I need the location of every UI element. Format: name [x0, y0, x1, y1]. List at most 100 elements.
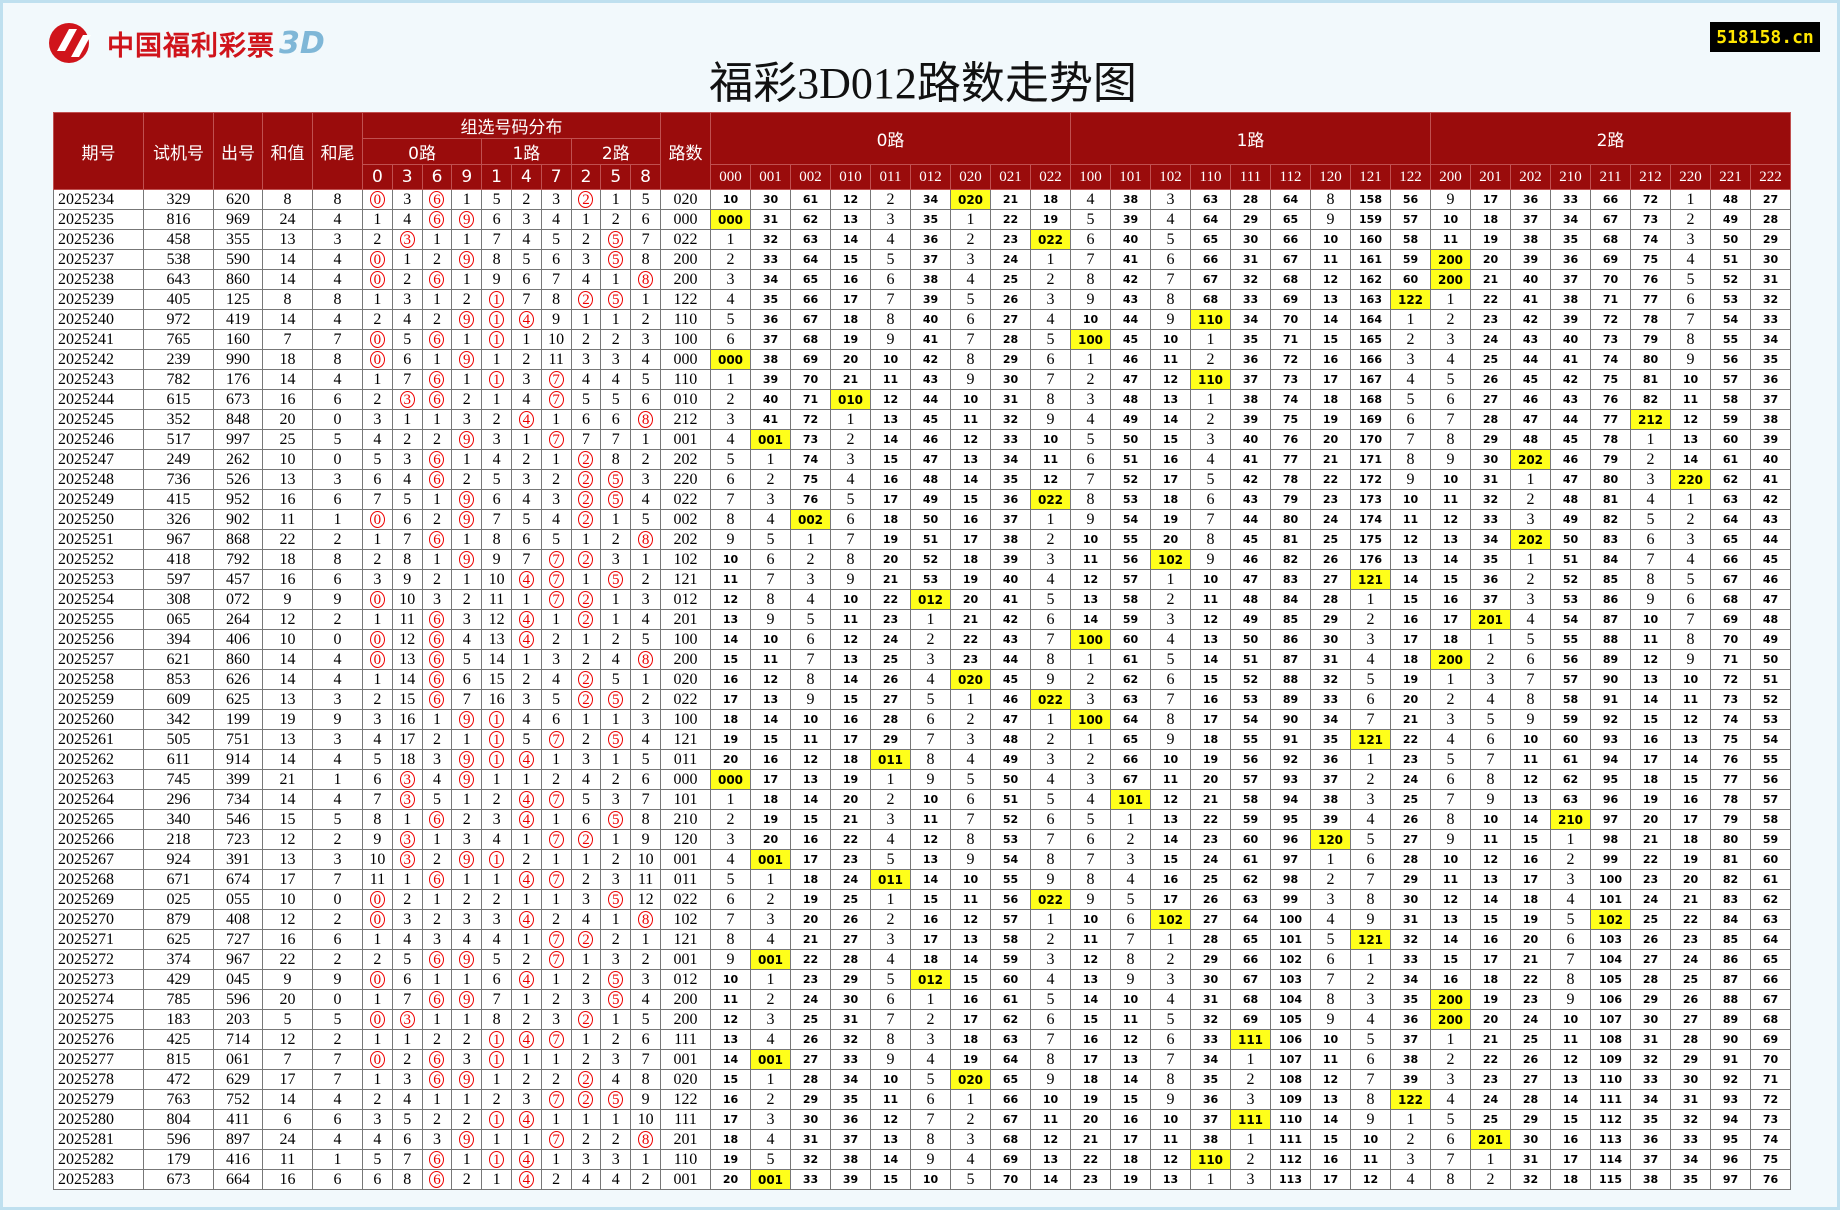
issue: 2025256: [53, 629, 144, 650]
route-miss: 20: [830, 349, 871, 370]
miss-count: 4: [481, 829, 512, 850]
code-header: 011: [870, 164, 911, 190]
route-miss: 64: [1750, 929, 1791, 950]
hit-digit: 7: [548, 1090, 564, 1108]
route-miss: 52: [990, 809, 1031, 830]
route-miss: 2: [1430, 309, 1471, 330]
hit-digit: 9: [459, 770, 475, 788]
route-miss: 23: [1630, 869, 1671, 890]
route-miss: 11: [1390, 509, 1431, 530]
route-hit: 000: [710, 209, 751, 230]
dist-cell: 6: [421, 1049, 453, 1070]
miss-count: 2: [481, 409, 512, 430]
miss-count: 6: [510, 269, 542, 290]
route-miss: 41: [1230, 449, 1271, 470]
route-miss: 57: [1710, 369, 1751, 390]
route-miss: 6: [910, 709, 951, 730]
route-miss: 25: [1310, 529, 1351, 550]
test-number: 785: [143, 989, 214, 1010]
route-miss: 2: [790, 549, 831, 570]
route-miss: 62: [1550, 769, 1591, 790]
table-row: 2025245 352 848 20 0 3 1 1 3 2 4 1 6 6 8 212 3 41 72 1 13 45 1…: [53, 409, 1791, 430]
dist-cell: 8: [630, 649, 661, 670]
route-miss: 8: [750, 589, 791, 610]
route-miss: 2: [1350, 969, 1391, 990]
miss-count: 2: [362, 949, 393, 970]
dist-cell: 0: [362, 349, 393, 370]
hit-digit: 2: [578, 930, 594, 948]
tail: 2: [312, 1029, 363, 1050]
hit-digit: 3: [399, 770, 415, 788]
route-miss: 10: [1350, 1129, 1391, 1150]
route-miss: 86: [1270, 629, 1311, 650]
miss-count: 1: [362, 1029, 393, 1050]
table-row: 2025267 924 391 13 3 10 3 2 9 1 2 1 1 2 10 001 4 001 17 23 5…: [53, 849, 1791, 870]
miss-count: 1: [510, 429, 542, 450]
miss-count: 1: [362, 289, 393, 310]
route-miss: 50: [1750, 649, 1791, 670]
test-number: 879: [143, 909, 214, 930]
miss-count: 4: [540, 209, 572, 230]
route-hit: 210: [1550, 809, 1591, 830]
route-miss: 15: [1150, 849, 1191, 870]
route-miss: 49: [1710, 209, 1751, 230]
table-row: 2025239 405 125 8 8 1 3 1 2 1 7 8 2 5 1 122 4 35 66 17 7 39 5 2…: [53, 289, 1791, 310]
miss-count: 2: [421, 729, 453, 750]
route-miss: 32: [790, 1149, 831, 1170]
miss-count: 2: [630, 1169, 661, 1190]
route-miss: 55: [1710, 329, 1751, 350]
route-miss: 28: [1470, 409, 1511, 430]
miss-count: 1: [570, 949, 602, 970]
route-miss: 58: [1550, 689, 1591, 710]
route-miss: 30: [1390, 889, 1431, 910]
code-header: 212: [1630, 164, 1671, 190]
route-miss: 15: [830, 249, 871, 270]
route: 111: [660, 1109, 711, 1130]
table-row: 2025279 763 752 14 4 2 4 1 1 2 3 7 2 5 9 122 16 2 29 35 11 6 1…: [53, 1089, 1791, 1110]
route-miss: 69: [1270, 289, 1311, 310]
route-miss: 71: [1270, 329, 1311, 350]
route-miss: 4: [950, 269, 991, 290]
logo-text: 中国福利彩票: [107, 30, 275, 62]
hit-digit: 7: [548, 430, 564, 448]
route-miss: 36: [830, 1109, 871, 1130]
route-miss: 97: [1590, 809, 1631, 830]
route-miss: 3: [1470, 669, 1511, 690]
dist-cell: 3: [391, 849, 423, 870]
route-miss: 50: [1230, 629, 1271, 650]
route-miss: 33: [790, 1169, 831, 1190]
route-miss: 173: [1350, 489, 1391, 510]
draw-number: 897: [213, 1129, 263, 1150]
dist-cell: 1: [481, 1049, 512, 1070]
route-miss: 18: [1470, 209, 1511, 230]
hit-digit: 6: [429, 1170, 445, 1188]
route-miss: 6: [910, 1089, 951, 1110]
miss-count: 6: [391, 349, 423, 370]
route-miss: 3: [870, 209, 911, 230]
issue: 2025266: [53, 829, 144, 850]
route-miss: 53: [1230, 689, 1271, 710]
miss-count: 5: [600, 389, 632, 410]
route-miss: 7: [1150, 269, 1191, 290]
miss-count: 13: [391, 649, 423, 670]
route-miss: 2: [750, 469, 791, 490]
route-miss: 39: [1310, 809, 1351, 830]
hit-digit: 0: [369, 1050, 385, 1068]
table-row: 2025244 615 673 16 6 2 3 6 2 1 4 7 5 5 6 010 2 40 71 010 12 4…: [53, 389, 1791, 410]
route-miss: 20: [1670, 869, 1711, 890]
dist-cell: 2: [570, 469, 602, 490]
miss-count: 3: [421, 589, 453, 610]
route-miss: 22: [830, 829, 871, 850]
issue: 2025246: [53, 429, 144, 450]
route: 121: [660, 729, 711, 750]
miss-count: 2: [600, 1029, 632, 1050]
test-number: 342: [143, 709, 214, 730]
route-miss: 35: [750, 289, 791, 310]
miss-count: 6: [391, 1129, 423, 1150]
miss-count: 5: [481, 949, 512, 970]
route-miss: 29: [1670, 1049, 1711, 1070]
route-miss: 4: [1670, 549, 1711, 570]
tail: 2: [312, 949, 363, 970]
tail: 4: [312, 649, 363, 670]
route-miss: 18: [750, 789, 791, 810]
